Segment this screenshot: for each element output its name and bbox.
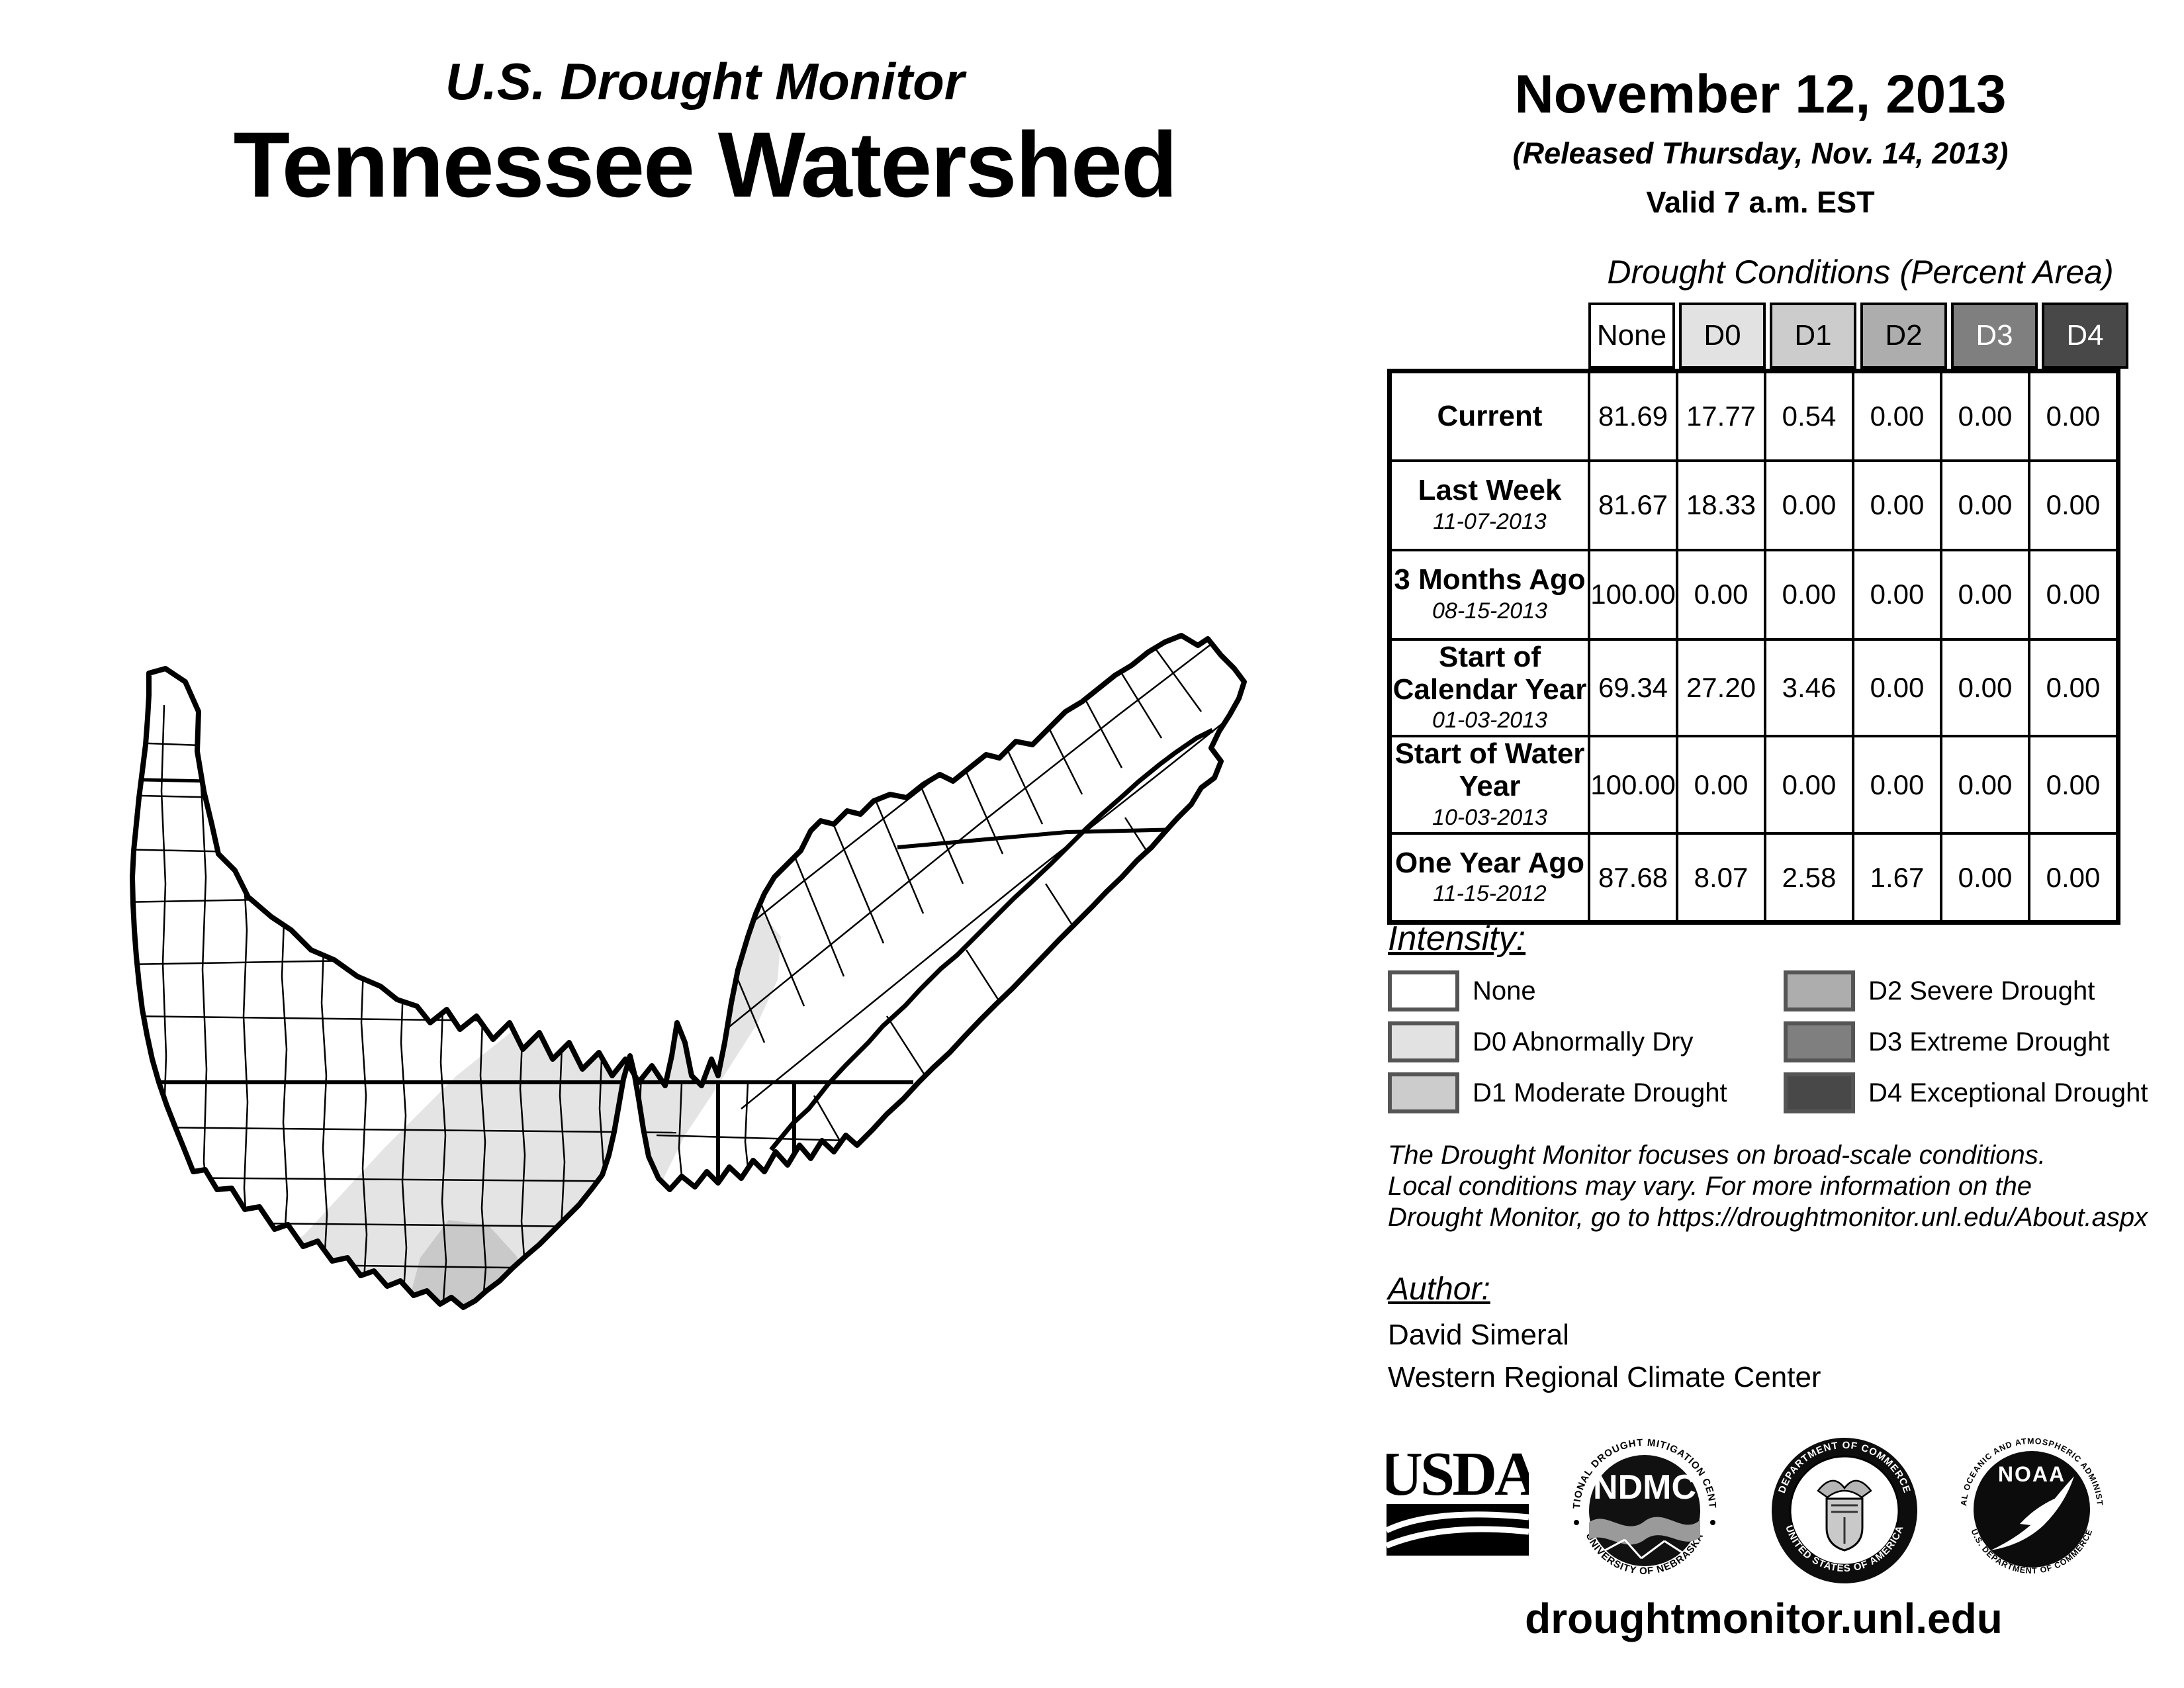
row-label: Start of Calendar Year [1392,640,1587,706]
legend-label-d1: D1 Moderate Drought [1473,1078,1727,1107]
doc-eagle [1817,1479,1872,1499]
watershed-outline [130,633,1247,1310]
table-row: Last Week 11-07-2013 81.67 18.33 0.00 0.0… [1387,459,2120,551]
legend-swatch-d3 [1784,1021,1855,1062]
disclaimer-text: The Drought Monitor focuses on broad-sca… [1388,1141,2148,1232]
column-header-d2: D2 [1860,303,1947,369]
row-label: Start of Water Year [1394,737,1585,803]
row-label: Last Week [1418,474,1562,507]
author-heading: Author: [1388,1272,1490,1307]
legend-swatch-d4 [1784,1072,1855,1113]
legend-label-d0: D0 Abnormally Dry [1473,1027,1694,1056]
legend-label-d2: D2 Severe Drought [1868,976,2095,1006]
legend-heading: Intensity: [1388,919,1526,958]
legend-label-d3: D3 Extreme Drought [1868,1027,2110,1056]
department-of-commerce-seal: DEPARTMENT OF COMMERCE UNITED STATES OF … [1771,1436,1918,1588]
usda-wordmark: USDA [1387,1443,1529,1509]
map-date: November 12, 2013 [1514,64,2007,124]
legend-swatch-d1 [1388,1072,1459,1113]
column-header-d4: D4 [2042,303,2128,369]
ndmc-logo: NATIONAL DROUGHT MITIGATION CENTER UNIVE… [1570,1436,1719,1588]
legend-label-d4: D4 Exceptional Drought [1868,1078,2148,1107]
tennessee-watershed-map-graphic [130,633,1247,1310]
ndmc-wordmark: NDMC [1593,1468,1696,1507]
drought-conditions-table: Current 81.69 17.77 0.54 0.00 0.00 0.00 … [1387,369,2120,925]
report-kicker: U.S. Drought Monitor [445,52,965,111]
author-name: David Simeral [1388,1319,1569,1351]
page-title: Tennessee Watershed [233,113,1178,216]
noaa-logo: NATIONAL OCEANIC AND ATMOSPHERIC ADMINIS… [1958,1435,2106,1587]
column-header-none: None [1588,303,1675,369]
legend-label-none: None [1473,976,1536,1006]
column-header-d1: D1 [1770,303,1856,369]
table-row: Current 81.69 17.77 0.54 0.00 0.00 0.00 [1387,369,2120,462]
usda-logo: USDA [1378,1440,1542,1562]
row-label: One Year Ago [1394,846,1585,879]
noaa-wordmark: NOAA [1998,1462,2066,1486]
row-label: 3 Months Ago [1394,563,1586,596]
valid-time: Valid 7 a.m. EST [1646,185,1875,219]
watershed-map [86,619,1343,1321]
legend-swatch-none [1388,970,1459,1011]
table-row: 3 Months Ago 08-15-2013 100.00 0.00 0.00 … [1387,548,2120,641]
noaa-bird-wing [2020,1496,2061,1525]
legend-swatch-d0 [1388,1021,1459,1062]
legend-swatch-d2 [1784,970,1855,1011]
watershed-area [132,635,1244,1307]
release-date: (Released Thursday, Nov. 14, 2013) [1512,136,2009,170]
website-url: droughtmonitor.unl.edu [1525,1595,2003,1642]
table-row: One Year Ago 11-15-2012 87.68 8.07 2.58 1… [1387,831,2120,924]
table-row: Start of Water Year 10-03-2013 100.00 0.0… [1387,735,2120,835]
author-organization: Western Regional Climate Center [1388,1361,1821,1393]
row-label: Current [1437,400,1543,433]
table-row: Start of Calendar Year 01-03-2013 69.34 2… [1387,637,2120,738]
column-header-d3: D3 [1951,303,2038,369]
table-title: Drought Conditions (Percent Area) [1607,254,2114,291]
column-header-d0: D0 [1679,303,1766,369]
